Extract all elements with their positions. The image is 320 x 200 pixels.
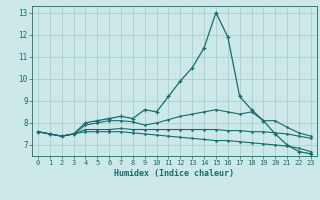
- X-axis label: Humidex (Indice chaleur): Humidex (Indice chaleur): [115, 169, 234, 178]
